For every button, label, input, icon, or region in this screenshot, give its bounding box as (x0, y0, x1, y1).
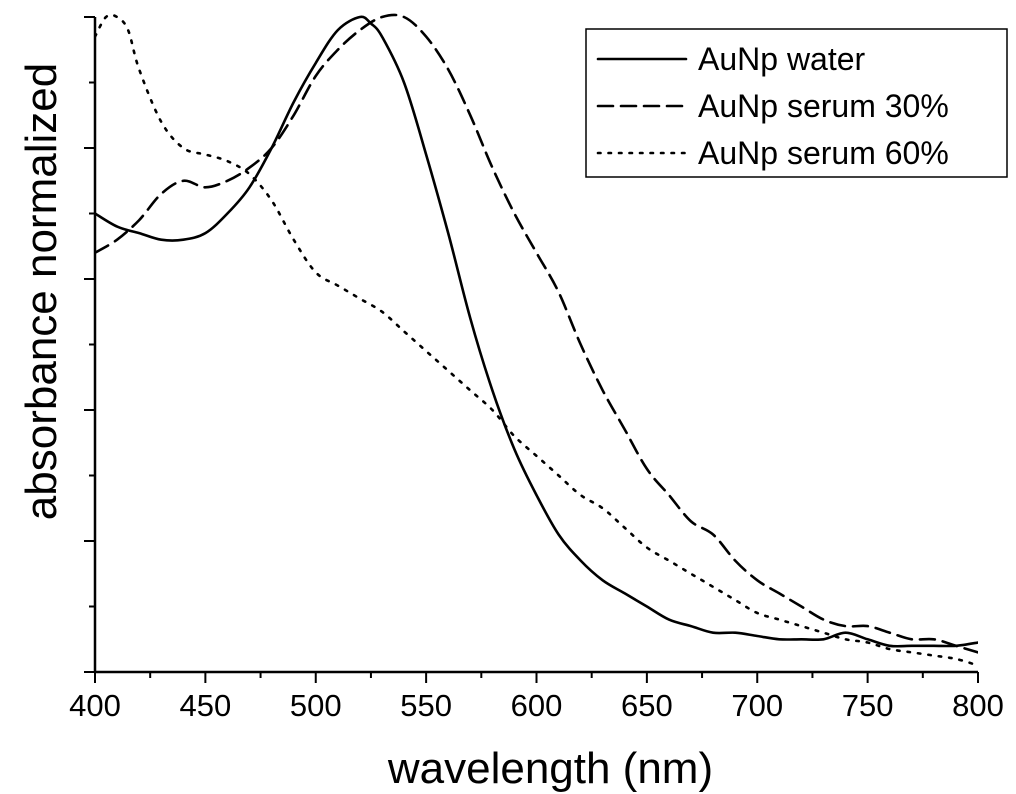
x-tick-label: 450 (180, 688, 232, 723)
legend-label-2: AuNp serum 30% (698, 88, 949, 124)
x-tick-labels: 400 450 500 550 600 650 700 750 800 (69, 688, 1004, 723)
legend: AuNp water AuNp serum 30% AuNp serum 60% (585, 28, 1008, 178)
legend-box (585, 28, 1008, 178)
x-tick-label: 400 (69, 688, 121, 723)
x-tick-label: 500 (290, 688, 342, 723)
axes (84, 16, 979, 683)
x-tick-label: 800 (952, 688, 1004, 723)
y-axis-title: absorbance normalized (17, 63, 66, 520)
x-tick-label: 650 (621, 688, 673, 723)
x-tick-label: 600 (511, 688, 563, 723)
x-tick-label: 750 (842, 688, 894, 723)
x-tick-label: 550 (400, 688, 452, 723)
x-tick-label: 700 (731, 688, 783, 723)
legend-label-3: AuNp serum 60% (698, 135, 949, 171)
series-line-2 (95, 13, 978, 654)
series-line-1 (95, 15, 978, 648)
legend-label-1: AuNp water (698, 41, 866, 77)
series-layer (95, 13, 978, 667)
x-axis-title: wavelength (nm) (387, 744, 713, 793)
